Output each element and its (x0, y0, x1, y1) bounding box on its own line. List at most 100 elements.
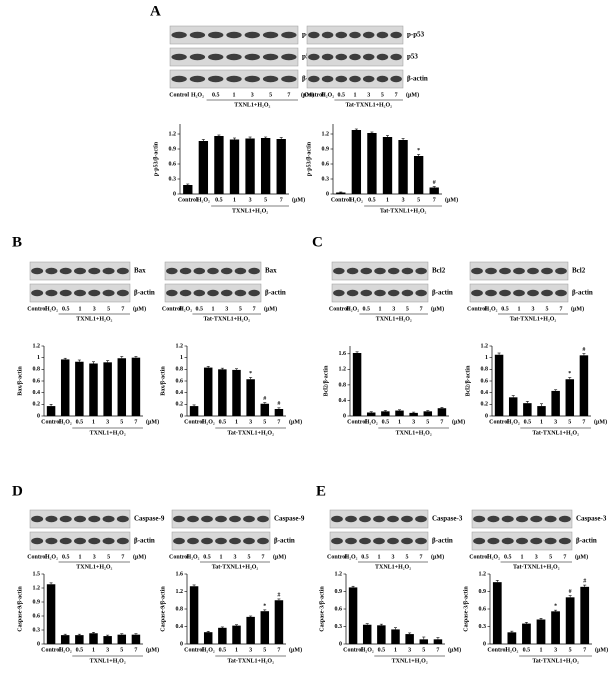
y-tick-label: 1.2 (339, 367, 347, 373)
x-tick-label: 0.5 (524, 419, 532, 425)
blot-band (179, 267, 192, 275)
x-tick-label: 5 (120, 419, 123, 425)
blot-band (220, 289, 233, 297)
blot-band (555, 289, 567, 297)
blot-band (387, 267, 400, 275)
blot-band (102, 289, 115, 297)
blot-band (171, 75, 187, 83)
bar (551, 390, 560, 416)
blot-band (189, 53, 206, 61)
y-axis-label: p-p53/β-actin (306, 141, 312, 176)
significance-marker: # (263, 396, 266, 402)
bar (260, 403, 270, 416)
lane-label: H₂O₂ (487, 554, 500, 560)
band-label: Bcl2 (432, 267, 446, 275)
x-tick-label: Control (41, 419, 61, 425)
lane-label: 5 (546, 306, 549, 312)
y-tick-label: 0.6 (169, 161, 177, 167)
lane-unit: (μM) (431, 305, 444, 312)
y-tick-label: 1.2 (176, 589, 184, 595)
x-tick-label: Control (331, 197, 351, 203)
lane-label: Control (327, 554, 347, 560)
bar (494, 354, 504, 416)
blot-band (558, 515, 571, 523)
x-tick-label: H₂O₂ (507, 419, 520, 425)
group-label: Tat-TXNL1+H₂O₂ (532, 430, 579, 436)
blot-band (45, 289, 58, 297)
band-label: β-actin (432, 537, 453, 545)
lane-label: 5 (269, 92, 272, 98)
bar (75, 361, 84, 416)
x-unit: (μM) (594, 418, 607, 425)
blot-band (373, 515, 385, 523)
y-tick-label: 0.9 (335, 589, 343, 595)
lane-label: 7 (121, 554, 124, 560)
blot-band (179, 289, 192, 297)
bar (214, 136, 224, 194)
blot-band (226, 53, 242, 61)
band-label: β-actin (432, 289, 453, 297)
lane-label: 0.5 (203, 554, 211, 560)
x-unit: (μM) (289, 646, 302, 653)
x-tick-label: 5 (263, 647, 266, 653)
bar (366, 412, 376, 416)
bar (189, 586, 199, 644)
blot-band (516, 537, 528, 545)
group-label: Tat-TXNL1+H₂O₂ (345, 102, 392, 108)
significance-marker: # (569, 589, 572, 595)
bar (246, 616, 255, 644)
x-tick-label: 0.5 (523, 647, 531, 653)
blot-band (345, 537, 357, 545)
y-tick-label: 0.6 (176, 378, 184, 384)
group-label: Tat-TXNL1+H₂O₂ (513, 564, 560, 570)
x-tick-label: 1 (92, 647, 95, 653)
blot-band (171, 53, 187, 61)
significance-marker: # (277, 592, 280, 598)
blot-band (74, 289, 86, 297)
blot-band (229, 537, 241, 545)
significance-marker: * (263, 603, 266, 609)
y-tick-label: 0.2 (481, 402, 489, 408)
blot-band (349, 53, 361, 61)
blot-band (74, 267, 86, 275)
blot-band (501, 537, 514, 545)
y-tick-label: 0.6 (322, 161, 330, 167)
bar (75, 635, 84, 644)
group-label: Tat-TXNL1+H₂O₂ (380, 208, 427, 214)
panel-letter: D (12, 483, 23, 499)
lane-label: H₂O₂ (45, 306, 58, 312)
bar (203, 367, 213, 416)
x-tick-label: 3 (249, 647, 252, 653)
y-tick-label: 0.9 (479, 589, 487, 595)
blot-band (401, 289, 414, 297)
blot-band (345, 515, 357, 523)
lane-label: Control (27, 306, 47, 312)
lane-label: 3 (367, 92, 370, 98)
blot-band (59, 537, 72, 545)
blot-band (244, 31, 260, 39)
lane-label: 3 (392, 306, 395, 312)
lane-label: 3 (392, 554, 395, 560)
blot-band (390, 31, 402, 39)
bar (232, 369, 241, 416)
y-tick-label: 1.2 (169, 131, 177, 137)
blot-band (359, 537, 371, 545)
blot-band (401, 267, 414, 275)
x-tick-label: 7 (440, 419, 443, 425)
blot-band (471, 267, 483, 275)
group-label: TXNL1+H₂O₂ (90, 658, 126, 664)
bar (218, 627, 227, 644)
x-tick-label: 1 (394, 647, 397, 653)
y-tick-label: 1.2 (322, 131, 330, 137)
x-tick-label: H₂O₂ (365, 419, 378, 425)
blot-band (229, 515, 241, 523)
y-tick-label: 1.2 (33, 585, 41, 591)
blot-band (362, 53, 375, 61)
blot-band (234, 267, 247, 275)
blot-band (541, 289, 553, 297)
lane-label: 3 (93, 306, 96, 312)
bar (46, 406, 56, 416)
lane-unit: (μM) (571, 305, 584, 312)
y-tick-label: 1.6 (339, 351, 347, 357)
